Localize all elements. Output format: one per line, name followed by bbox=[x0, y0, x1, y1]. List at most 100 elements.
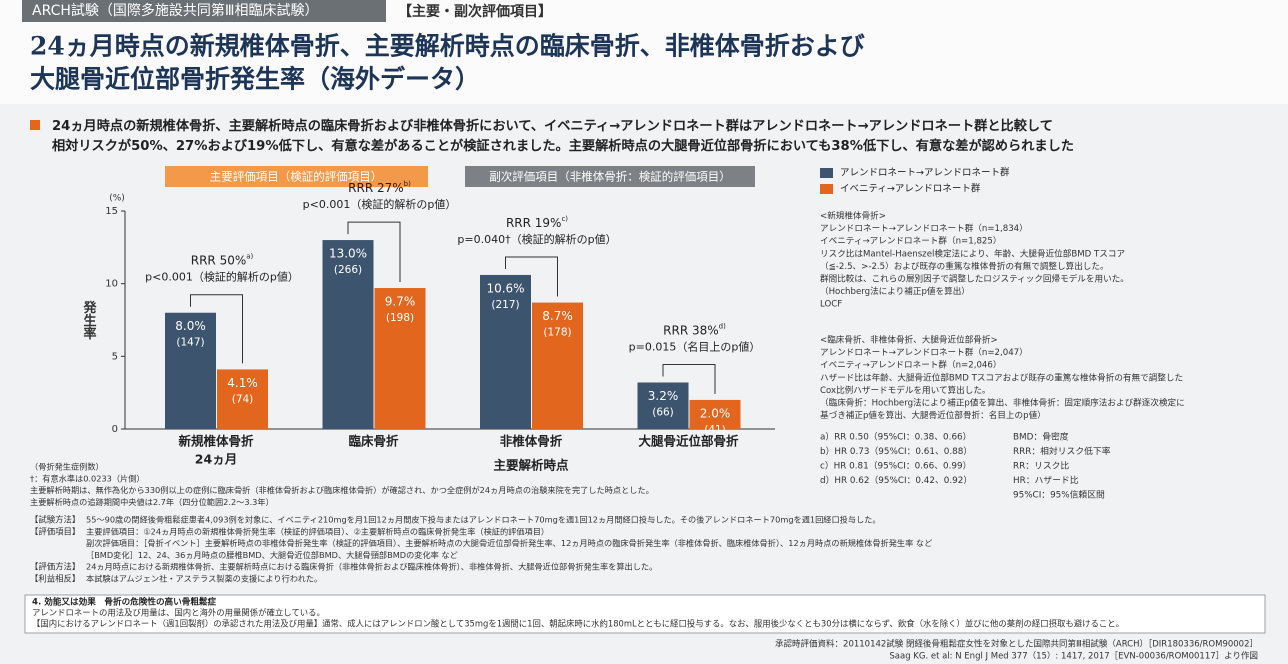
value-label: 10.6% bbox=[486, 281, 524, 295]
footnote: 主要解析時期は、無作為化から330例以上の症例に臨床骨折（非椎体骨折および臨床椎… bbox=[30, 485, 654, 495]
value-label: 8.0% bbox=[175, 319, 206, 333]
summary-line: 24ヵ月時点の新規椎体骨折、主要解析時点の臨床骨折および非椎体骨折において、イベ… bbox=[52, 117, 1053, 134]
side-note: <臨床骨折、非椎体骨折、大腿骨近位部骨折> bbox=[820, 334, 998, 346]
reference: 承認時評価資料：20110142試験 閉経後骨粗鬆症女性を対象とした国際共同第Ⅲ… bbox=[775, 639, 1258, 650]
side-note: アレンドロネート→アレンドロネート群（n=2,047） bbox=[820, 346, 1028, 358]
side-note: リスク比はMantel-Haenszel検定法により、年齢、大腿骨近位部BMD … bbox=[820, 247, 1125, 259]
count-label: (178) bbox=[543, 327, 571, 339]
legend-label: アレンドロネート→アレンドロネート群 bbox=[840, 167, 1010, 179]
y-axis-label: 発生率 bbox=[81, 300, 98, 341]
bracket bbox=[347, 221, 401, 283]
method-text: 24ヵ月時点における新規椎体骨折、主要解析時点における臨床骨折（非椎体骨折および… bbox=[86, 562, 657, 572]
value-label: 9.7% bbox=[385, 295, 416, 309]
rrr-label: RRR 19%c) bbox=[506, 215, 568, 230]
count-label: (74) bbox=[232, 393, 254, 405]
count-label: (198) bbox=[386, 312, 414, 324]
side-note: （Hochberg法により補正p値を算出） bbox=[820, 285, 970, 297]
study-label: ARCH試験（国際多施設共同第Ⅲ相臨床試験） bbox=[32, 2, 319, 19]
method-label: 【評価項目】 bbox=[30, 526, 80, 536]
ratio-note: d）HR 0.62（95%CI：0.42、0.92） bbox=[820, 475, 972, 486]
side-note: （≦-2.5、>-2.5）および既存の重篤な椎体骨折の有無で調整し算出した。 bbox=[820, 260, 1109, 272]
y-tick-label: 5 bbox=[112, 351, 118, 362]
side-note: （臨床骨折：Hochberg法により補正p値を算出、非椎体骨折：固定順序法および… bbox=[820, 397, 1185, 409]
section-label: 副次評価項目（非椎体骨折：検証的評価項目） bbox=[489, 170, 731, 184]
rrr-label: RRR 27%b) bbox=[348, 180, 411, 195]
method-text: 主要評価項目：①24ヵ月時点の新規椎体骨折発生率（検証的評価項目）、②主要解析時… bbox=[86, 526, 549, 536]
value-label: 3.2% bbox=[648, 389, 679, 403]
method-text: 副次評価項目：［骨折イベント］主要解析時点の非椎体骨折発生率（検証的評価項目）、… bbox=[86, 538, 932, 548]
box-text: アレンドロネートの用法及び用量は、国内と海外の用量関係が確立している。 bbox=[32, 608, 325, 618]
bar bbox=[165, 312, 216, 429]
rrr-ref: d) bbox=[719, 322, 726, 330]
bracket bbox=[190, 294, 243, 364]
section-label: 主要評価項目（検証的評価項目） bbox=[210, 170, 383, 184]
title: 24ヵ月時点の新規椎体骨折、主要解析時点の臨床骨折、非椎体骨折および bbox=[30, 32, 865, 61]
abbr-note: RR：リスク比 bbox=[1013, 460, 1069, 472]
group-label: 主要解析時点 bbox=[493, 458, 569, 473]
rrr-value: RRR 50% bbox=[191, 253, 247, 267]
rrr-ref: b) bbox=[404, 180, 411, 188]
bar bbox=[637, 382, 689, 429]
bracket bbox=[505, 256, 558, 297]
section-bg bbox=[165, 166, 428, 187]
bar bbox=[689, 399, 741, 429]
p-value: p<0.001（検証的解析のp値） bbox=[303, 197, 457, 211]
tag: 【主要・副次評価項目】 bbox=[398, 3, 552, 20]
side-note: イベニティ→アレンドロネート群（n=1,825） bbox=[820, 235, 1001, 247]
x-tick-label: 臨床骨折 bbox=[348, 434, 399, 449]
rrr-value: RRR 27% bbox=[348, 181, 404, 195]
side-note: Cox比例ハザードモデルを用いて算出した。 bbox=[820, 384, 991, 396]
study-badge bbox=[22, 0, 386, 22]
side-note: アレンドロネート→アレンドロネート群（n=1,834） bbox=[820, 222, 1028, 234]
legend-swatch bbox=[820, 184, 833, 194]
value-label: 13.0% bbox=[329, 247, 367, 261]
x-tick-label: 大腿骨近位部骨折 bbox=[638, 434, 739, 449]
count-label: (66) bbox=[652, 406, 674, 418]
count-label: (147) bbox=[176, 337, 204, 349]
bullet bbox=[30, 120, 40, 130]
y-tick-label: 10 bbox=[105, 279, 118, 290]
footnote: †：有意水準は0.0233（片側） bbox=[30, 473, 145, 483]
box-text: 【国内におけるアレンドロネート（週1回製剤）の承認された用法及び用量】通常、成人… bbox=[32, 619, 1124, 629]
x-tick-label: 非椎体骨折 bbox=[500, 434, 563, 449]
x-sublabel: 24ヵ月 bbox=[195, 452, 237, 467]
side-note: LOCF bbox=[820, 300, 842, 310]
legend-swatch bbox=[820, 168, 833, 178]
y-tick-label: 15 bbox=[105, 206, 118, 217]
legend-label: イベニティ→アレンドロネート群 bbox=[840, 183, 981, 195]
info-box bbox=[24, 594, 1266, 634]
value-label: 8.7% bbox=[542, 309, 573, 323]
abbr-note: 95%CI：95%信頼区間 bbox=[1013, 489, 1105, 501]
abbr-note: RRR：相対リスク低下率 bbox=[1013, 445, 1111, 457]
ratio-note: c）HR 0.81（95%CI：0.66、0.99） bbox=[820, 461, 971, 472]
x-tick-label: 新規椎体骨折 bbox=[178, 434, 254, 449]
rrr-label: RRR 38%d) bbox=[663, 322, 726, 337]
abbr-note: BMD：骨密度 bbox=[1013, 431, 1069, 443]
count-label: (217) bbox=[491, 299, 519, 311]
method-label: 【利益相反】 bbox=[30, 574, 80, 584]
abbr-note: HR：ハザード比 bbox=[1013, 474, 1079, 486]
side-note: <新規椎体骨折> bbox=[820, 210, 886, 222]
method-text: ［BMD変化］12、24、36ヵ月時点の腰椎BMD、大腿骨近位部BMD、大腿骨頸… bbox=[86, 550, 458, 560]
ratio-note: a）RR 0.50（95%CI：0.38、0.66） bbox=[820, 432, 971, 443]
side-note: 群間比較は、これらの層別因子で調整したロジスティック回帰モデルを用いた。 bbox=[820, 273, 1129, 285]
side-note: イベニティ→アレンドロネート群（n=2,046） bbox=[820, 359, 1001, 371]
bracket bbox=[662, 363, 716, 394]
rrr-value: RRR 19% bbox=[506, 215, 562, 229]
p-value: p<0.001（検証的解析のp値） bbox=[145, 270, 299, 284]
count-label: (266) bbox=[334, 264, 362, 276]
summary-line: 相対リスクが50%、27%および19%低下し、有意な差があることが検証されました… bbox=[52, 137, 1074, 154]
bar bbox=[217, 369, 268, 429]
bar bbox=[532, 302, 583, 429]
bar bbox=[322, 240, 374, 429]
footnote: （骨折発生症例数） bbox=[30, 462, 104, 472]
reference: Saag KG. et al: N Engl J Med 377（15）: 14… bbox=[889, 651, 1258, 662]
rrr-ref: c) bbox=[561, 215, 568, 223]
side-note: 基づき補正p値を算出、大腿骨近位部骨折：名目上のp値） bbox=[820, 409, 1046, 421]
side-note: ハザード比は年齢、大腿骨近位部BMD Tスコアおよび既存の重篤な椎体骨折の有無で… bbox=[820, 371, 1183, 383]
rrr-value: RRR 38% bbox=[663, 323, 719, 337]
method-label: 【評価方法】 bbox=[30, 562, 80, 572]
method-text: 本試験はアムジェン社・アステラス製薬の支援により行われた。 bbox=[86, 574, 322, 584]
